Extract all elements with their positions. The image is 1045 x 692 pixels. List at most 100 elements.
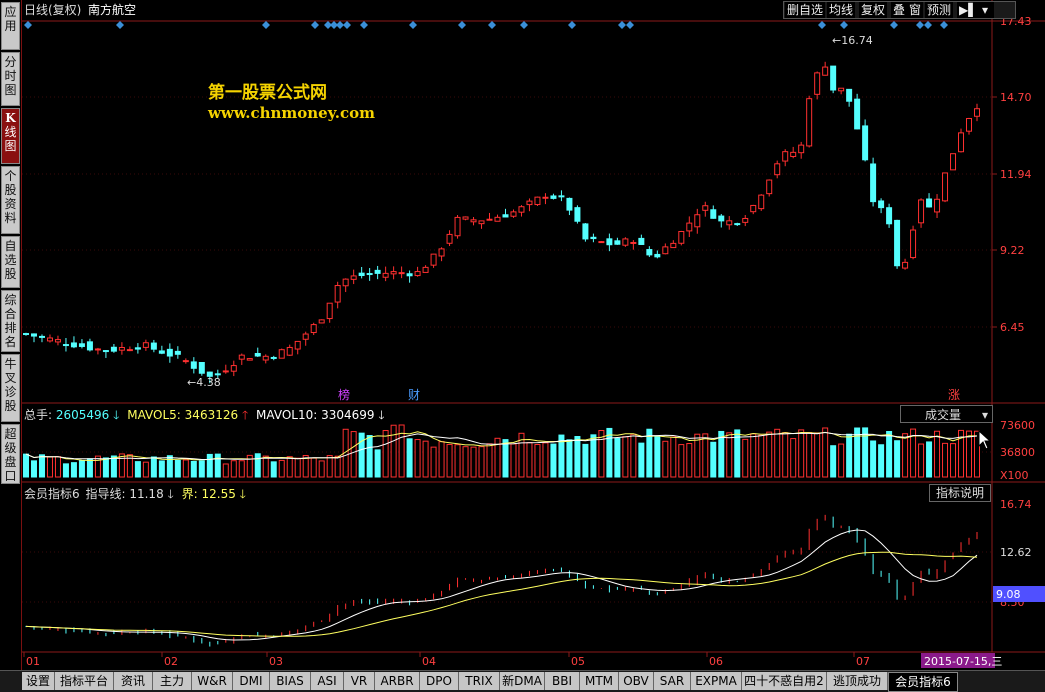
candle-body	[254, 352, 261, 357]
volume-bar	[742, 438, 749, 478]
candle-body	[478, 220, 485, 225]
indicator-tab[interactable]: 四十不惑自用2	[742, 672, 827, 690]
indicator-tab[interactable]: DPO	[420, 672, 459, 690]
restore-rights-button[interactable]: 复权	[859, 2, 888, 18]
indicator-tab[interactable]: TRIX	[459, 672, 500, 690]
candle-body	[622, 238, 629, 246]
volume-bar	[638, 442, 645, 478]
candle-body	[566, 197, 573, 211]
overlay-button[interactable]: 叠	[891, 2, 908, 18]
sidebar-tab-timeshare[interactable]: 分时图	[1, 52, 20, 106]
sidebar-tab-diagnose[interactable]: 牛叉诊股	[1, 354, 20, 422]
candle-body	[742, 217, 749, 223]
indicator-tab[interactable]: 逃顶成功	[827, 672, 888, 690]
volume-bar	[910, 428, 917, 478]
sidebar-tab-ranking[interactable]: 综合排名	[1, 290, 20, 352]
volume-bar	[390, 424, 397, 478]
candle-body	[414, 271, 421, 277]
chevron-down-icon[interactable]: ▾	[976, 2, 994, 18]
candle-body	[958, 132, 965, 153]
indicator-axis-label: 16.74	[1000, 498, 1032, 511]
indicator-explain-button[interactable]: 指标说明	[929, 484, 991, 502]
sidebar-tab-char: 时	[4, 69, 17, 83]
indicator-tab[interactable]: VR	[344, 672, 375, 690]
sidebar-tab-char: 名	[4, 335, 17, 349]
watermark-url: www.chnmoney.com	[208, 104, 375, 122]
volume-bar	[934, 430, 941, 478]
indicator-tab[interactable]: DMI	[233, 672, 270, 690]
volume-bar	[766, 431, 773, 478]
sidebar-tab-char: 用	[4, 19, 17, 33]
indicator-highlight	[993, 586, 1045, 602]
indicator-tab[interactable]: 资讯	[114, 672, 153, 690]
ma-button[interactable]: 均线	[827, 2, 856, 18]
sidebar-tab-app[interactable]: 应用	[1, 2, 20, 50]
candle-body	[118, 346, 125, 351]
indicator-tab[interactable]: 设置	[22, 672, 55, 690]
indicator-tab[interactable]: 新DMA	[500, 672, 545, 690]
arrow-down-icon: 🡓	[239, 487, 246, 501]
volume-bar	[86, 458, 93, 478]
candle-body	[70, 342, 77, 348]
indicator-tab[interactable]: 主力	[153, 672, 192, 690]
volume-bar	[278, 459, 285, 478]
candle-body	[790, 151, 797, 157]
indicator-tab[interactable]: ARBR	[375, 672, 420, 690]
candle-body	[918, 199, 925, 224]
candle-body	[558, 195, 565, 198]
mavol5-label: MAVOL5:	[127, 408, 181, 422]
mavol10-label: MAVOL10:	[256, 408, 318, 422]
indicator-tab[interactable]: W&R	[192, 672, 233, 690]
window-button[interactable]: 窗	[907, 2, 924, 18]
sidebar-tab-superdisk[interactable]: 超级盘口	[1, 424, 20, 484]
volume-bar	[430, 446, 437, 478]
indicator-tab[interactable]: BBI	[545, 672, 580, 690]
candle-body	[646, 249, 653, 256]
volume-bar	[846, 433, 853, 478]
volume-bar	[334, 455, 341, 478]
candle-body	[486, 218, 493, 221]
sidebar-tab-watchlist[interactable]: 自选股	[1, 236, 20, 288]
indicator-tab[interactable]: SAR	[654, 672, 691, 690]
main-area: 17.43 14.70 11.94 9.22 6.45 ←16.74 ←4.38 榜财涨 736…	[22, 0, 1045, 670]
candle-body	[846, 88, 853, 102]
indicator-tab[interactable]: OBV	[619, 672, 654, 690]
volume-bar	[94, 455, 101, 478]
volume-bar	[838, 443, 845, 478]
sidebar-tab-char: 排	[4, 321, 17, 335]
volume-bar	[414, 439, 421, 478]
volume-bar	[486, 443, 493, 478]
sidebar-tab-char: 口	[4, 469, 17, 483]
bound-value: 12.55	[201, 487, 236, 501]
indicator-tab[interactable]: 指标平台	[55, 672, 114, 690]
volume-bar	[366, 435, 373, 478]
event-diamond-icon	[568, 21, 576, 29]
volume-bar	[326, 455, 333, 478]
candle-body	[166, 348, 173, 357]
volume-bar	[718, 430, 725, 478]
indicator-tab[interactable]: BIAS	[270, 672, 311, 690]
forecast-button[interactable]: 预测	[925, 2, 954, 18]
volume-bar	[590, 434, 597, 478]
total-volume-label: 总手:	[24, 408, 53, 422]
sidebar-tab-stockinfo[interactable]: 个股资料	[1, 166, 20, 234]
volume-bar	[62, 463, 69, 478]
panel-toggle-icon[interactable]: ▶▌	[957, 2, 978, 18]
month-label: 07	[856, 655, 870, 668]
candle-body	[870, 163, 877, 203]
indicator-tab[interactable]: EXPMA	[691, 672, 742, 690]
candle-body	[470, 219, 477, 223]
volume-indicator-dropdown[interactable]: 成交量 ▾	[900, 405, 993, 423]
sidebar-tab-char: 诊	[4, 385, 17, 399]
candle-body	[854, 98, 861, 130]
high-price-label: ←16.74	[832, 34, 873, 47]
indicator-tab[interactable]: MTM	[580, 672, 619, 690]
indicator-tab[interactable]: 会员指标6	[888, 672, 958, 692]
chart-canvas[interactable]: 17.4314.7011.949.226.45←16.74←4.38榜财涨736…	[22, 0, 1045, 670]
remove-watchlist-button[interactable]: 删自选	[785, 2, 826, 18]
candle-body	[222, 370, 229, 373]
indicator-tab[interactable]: ASI	[311, 672, 344, 690]
event-diamond-icon	[116, 21, 124, 29]
candle-body	[278, 349, 285, 359]
